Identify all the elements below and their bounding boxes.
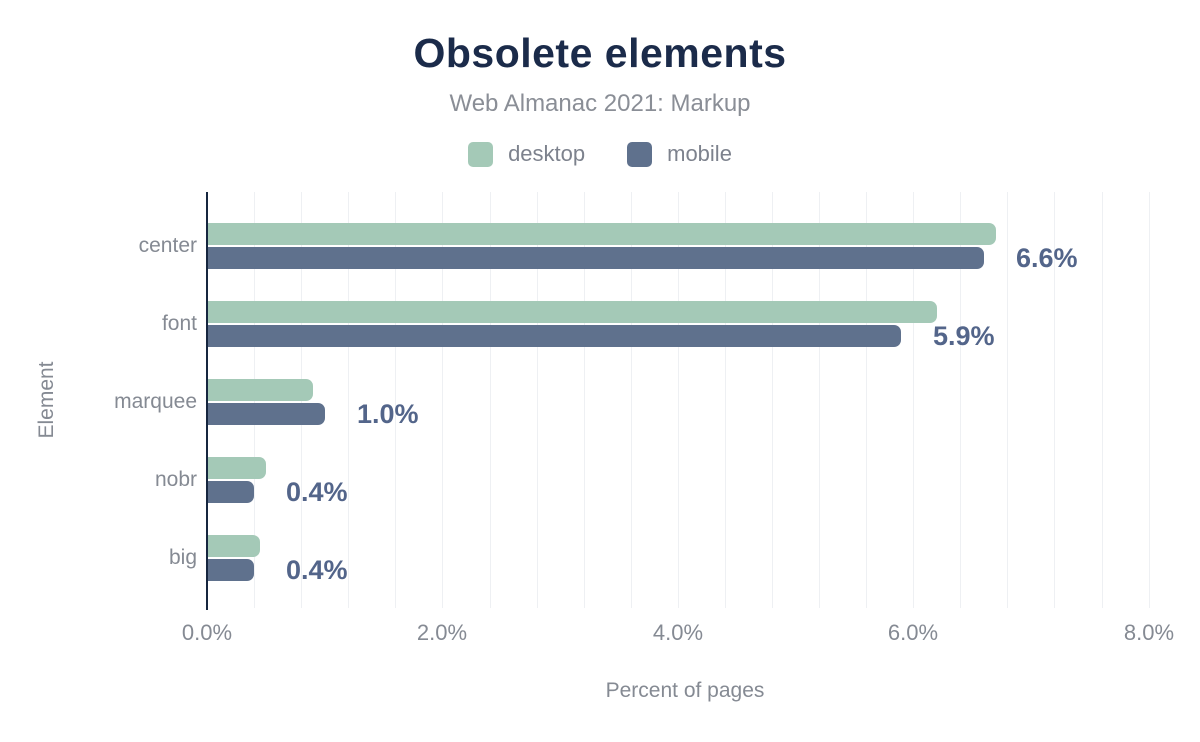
bar-desktop-marquee [207,379,313,401]
gridline [1007,192,1009,608]
value-label-nobr: 0.4% [286,477,348,507]
gridline [489,192,491,608]
gridline [866,192,868,608]
mobile-swatch [627,141,653,167]
bar-mobile-big [207,559,255,581]
value-label-big: 0.4% [286,555,348,585]
legend-label-desktop: desktop [508,141,586,166]
gridline [913,192,915,608]
bar-mobile-marquee [207,403,325,425]
gridline [819,192,820,608]
category-label-center: center [138,234,197,257]
category-label-nobr: nobr [154,468,197,491]
category-label-marquee: marquee [114,390,197,413]
x-tick-8.0%: 8.0% [1123,620,1175,645]
gridline [677,192,679,608]
bar-desktop-font [207,301,937,323]
bar-mobile-center [207,247,984,269]
x-tick-2.0%: 2.0% [416,620,468,645]
gridline [1148,192,1150,608]
legend-label-mobile: mobile [667,141,732,166]
legend-item-mobile: mobile [627,141,732,167]
gridline [442,192,444,608]
legend: desktop mobile [0,141,1200,167]
desktop-swatch [468,141,494,167]
gridline [1054,192,1056,608]
gridline [583,192,585,608]
plot-area [206,192,1163,610]
legend-item-desktop: desktop [468,141,585,167]
value-label-center: 6.6% [1016,243,1078,273]
x-axis-title: Percent of pages [605,679,765,702]
gridline [772,192,773,608]
bar-desktop-big [207,535,260,557]
gridline [724,192,726,608]
chart-subtitle: Web Almanac 2021: Markup [449,90,751,117]
chart-title: Obsolete elements [413,30,787,76]
gridline [348,192,350,608]
bar-desktop-center [207,223,996,245]
bar-mobile-font [207,325,902,347]
value-label-marquee: 1.0% [357,399,419,429]
gridline [1101,192,1103,608]
bar-desktop-nobr [207,457,266,479]
y-axis-line [206,192,208,610]
gridline [536,192,538,608]
category-label-font: font [161,312,197,335]
x-tick-6.0%: 6.0% [887,620,939,645]
value-label-font: 5.9% [933,321,995,351]
gridline [630,192,632,608]
category-label-big: big [168,546,197,569]
x-tick-0.0%: 0.0% [181,620,233,645]
gridline [395,192,397,608]
bar-mobile-nobr [207,481,255,503]
gridline [960,192,962,608]
x-tick-4.0%: 4.0% [652,620,704,645]
